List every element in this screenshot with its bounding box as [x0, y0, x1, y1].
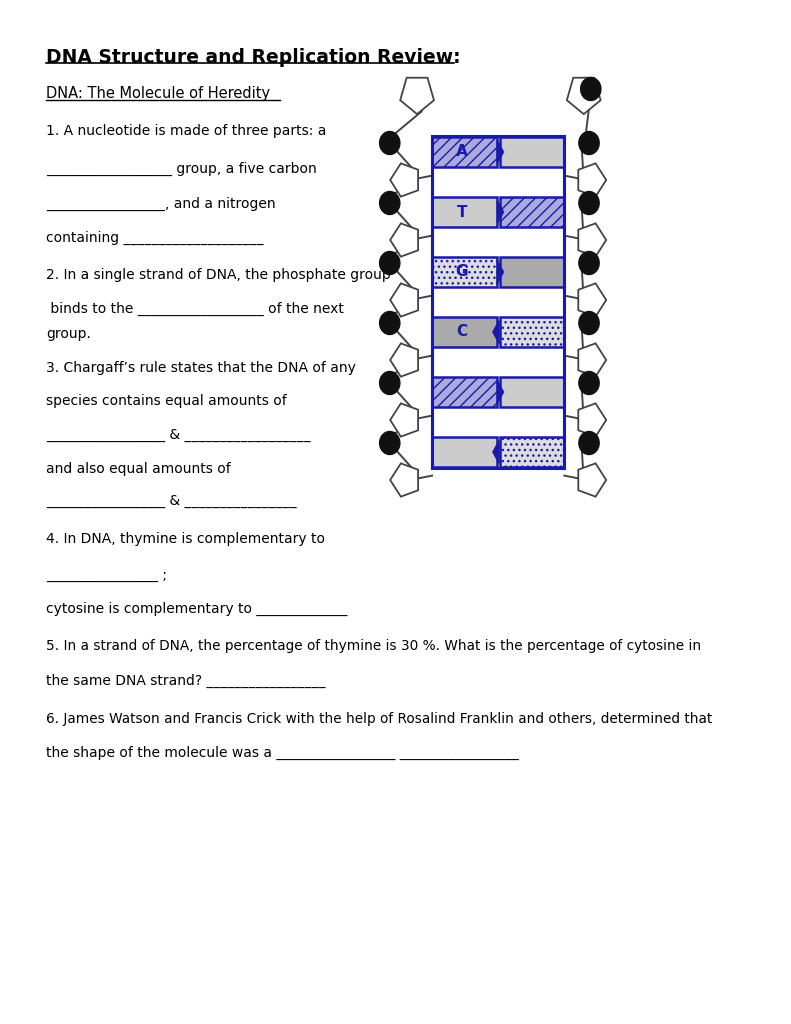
- Bar: [500, 437, 564, 467]
- Text: species contains equal amounts of: species contains equal amounts of: [46, 394, 286, 408]
- Bar: [432, 377, 497, 407]
- Text: C: C: [456, 325, 467, 340]
- Polygon shape: [390, 343, 418, 377]
- Bar: [432, 197, 497, 227]
- Text: T: T: [456, 205, 467, 219]
- Polygon shape: [493, 321, 499, 343]
- Circle shape: [579, 131, 599, 155]
- Bar: [432, 317, 497, 347]
- Text: the same DNA strand? _________________: the same DNA strand? _________________: [46, 674, 325, 688]
- Text: the shape of the molecule was a _________________ _________________: the shape of the molecule was a ________…: [46, 746, 519, 760]
- Circle shape: [581, 78, 601, 100]
- Polygon shape: [400, 78, 434, 114]
- Polygon shape: [390, 164, 418, 197]
- Text: group.: group.: [46, 327, 91, 341]
- Bar: [500, 377, 564, 407]
- Circle shape: [579, 191, 599, 214]
- Text: A: A: [456, 144, 467, 160]
- Text: DNA: The Molecule of Heredity: DNA: The Molecule of Heredity: [46, 86, 270, 101]
- Text: _________________ & ________________: _________________ & ________________: [46, 494, 297, 508]
- Bar: [432, 437, 497, 467]
- Bar: [432, 257, 497, 287]
- Circle shape: [579, 431, 599, 455]
- Circle shape: [380, 431, 400, 455]
- Text: G: G: [456, 264, 468, 280]
- Polygon shape: [578, 343, 606, 377]
- Circle shape: [380, 252, 400, 274]
- Polygon shape: [498, 140, 504, 164]
- Circle shape: [579, 372, 599, 394]
- Text: ________________ ;: ________________ ;: [46, 568, 167, 582]
- Circle shape: [579, 252, 599, 274]
- Text: and also equal amounts of: and also equal amounts of: [46, 462, 231, 476]
- Polygon shape: [498, 381, 504, 403]
- Bar: [500, 137, 564, 167]
- Text: DNA Structure and Replication Review:: DNA Structure and Replication Review:: [46, 48, 460, 67]
- Bar: [432, 136, 564, 468]
- Polygon shape: [498, 201, 504, 223]
- Polygon shape: [578, 284, 606, 316]
- Polygon shape: [390, 284, 418, 316]
- Text: 5. In a strand of DNA, the percentage of thymine is 30 %. What is the percentage: 5. In a strand of DNA, the percentage of…: [46, 639, 701, 653]
- Text: binds to the __________________ of the next: binds to the __________________ of the n…: [46, 302, 344, 316]
- Circle shape: [380, 131, 400, 155]
- Text: 3. Chargaff’s rule states that the DNA of any: 3. Chargaff’s rule states that the DNA o…: [46, 361, 356, 375]
- Circle shape: [380, 372, 400, 394]
- Circle shape: [380, 191, 400, 214]
- Polygon shape: [578, 223, 606, 257]
- Polygon shape: [578, 164, 606, 197]
- Text: 1. A nucleotide is made of three parts: a: 1. A nucleotide is made of three parts: …: [46, 124, 326, 138]
- Polygon shape: [493, 440, 499, 464]
- Text: 4. In DNA, thymine is complementary to: 4. In DNA, thymine is complementary to: [46, 532, 325, 546]
- Text: _________________ & __________________: _________________ & __________________: [46, 428, 310, 442]
- Text: 2. In a single strand of DNA, the phosphate group: 2. In a single strand of DNA, the phosph…: [46, 268, 391, 282]
- Text: __________________ group, a five carbon: __________________ group, a five carbon: [46, 162, 316, 176]
- Polygon shape: [390, 463, 418, 497]
- Bar: [500, 257, 564, 287]
- Polygon shape: [578, 403, 606, 436]
- Circle shape: [579, 311, 599, 335]
- Circle shape: [380, 311, 400, 335]
- Polygon shape: [567, 78, 600, 114]
- Text: _________________, and a nitrogen: _________________, and a nitrogen: [46, 197, 275, 211]
- Polygon shape: [578, 463, 606, 497]
- Polygon shape: [390, 223, 418, 257]
- Bar: [500, 197, 564, 227]
- Bar: [500, 317, 564, 347]
- Polygon shape: [498, 260, 504, 284]
- Polygon shape: [390, 403, 418, 436]
- Text: cytosine is complementary to _____________: cytosine is complementary to ___________…: [46, 602, 347, 616]
- Text: 6. James Watson and Francis Crick with the help of Rosalind Franklin and others,: 6. James Watson and Francis Crick with t…: [46, 712, 712, 726]
- Bar: [432, 137, 497, 167]
- Text: containing ____________________: containing ____________________: [46, 231, 263, 245]
